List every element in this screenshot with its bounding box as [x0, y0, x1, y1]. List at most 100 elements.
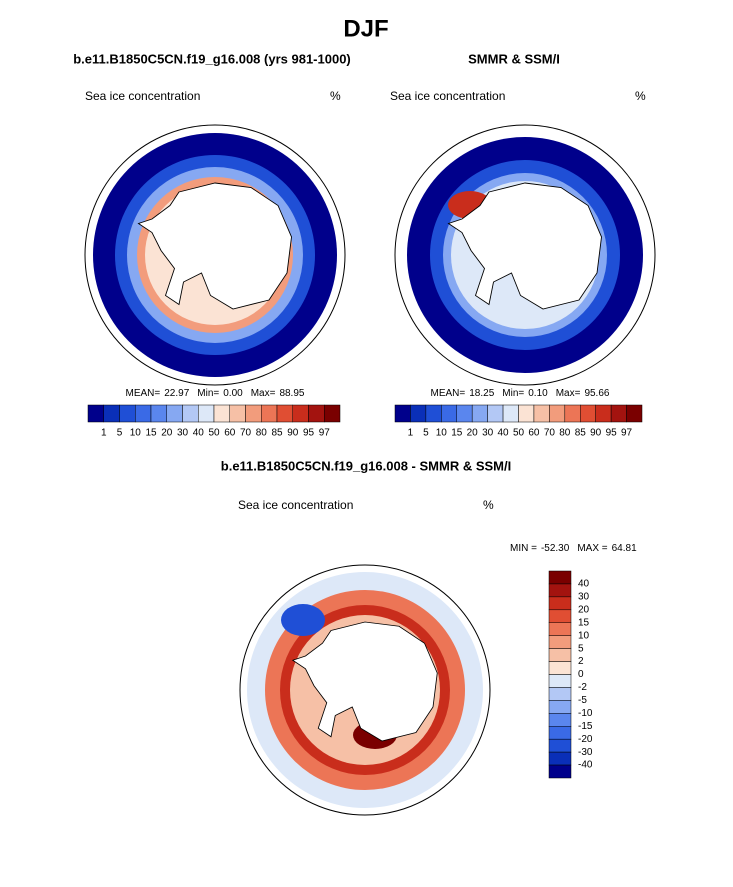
panel-title: SMMR & SSM/I — [468, 51, 560, 66]
colorbar-box — [324, 404, 341, 423]
colorbar-label: 95 — [606, 428, 618, 439]
colorbar-label: 85 — [575, 428, 587, 439]
colorbar-label: 10 — [130, 428, 142, 439]
stat-label: Min= — [502, 388, 524, 399]
colorbar-label: 5 — [117, 428, 123, 439]
figure-title: DJF — [343, 15, 388, 42]
map-difference — [239, 564, 491, 816]
colorbar-label: 97 — [621, 428, 633, 439]
colorbar-box — [425, 404, 442, 423]
colorbar-label: 30 — [578, 592, 590, 603]
colorbar-box — [548, 764, 572, 779]
colorbar-box — [292, 404, 309, 423]
colorbar-box — [229, 404, 246, 423]
colorbar-box — [456, 404, 473, 423]
colorbar-box — [548, 583, 572, 598]
colorbar-box — [610, 404, 627, 423]
colorbar-label: 50 — [513, 428, 525, 439]
colorbar-box — [410, 404, 427, 423]
colorbar-label: 0 — [578, 669, 584, 680]
colorbar-label: 97 — [319, 428, 331, 439]
stat-label: MEAN= — [126, 388, 161, 399]
colorbar-label: 2 — [578, 656, 584, 667]
colorbar-box — [548, 738, 572, 753]
colorbar-box — [548, 700, 572, 714]
map-obs — [394, 124, 656, 386]
colorbar-box — [471, 404, 488, 423]
colorbar-box — [182, 404, 199, 423]
colorbar-box — [548, 674, 572, 688]
colorbar-label: 40 — [498, 428, 510, 439]
colorbar-label: 30 — [177, 428, 189, 439]
colorbar-label: -2 — [578, 682, 587, 693]
colorbar-label: 1 — [101, 428, 107, 439]
panel-stats: MEAN= 22.97 Min= 0.00 Max= 88.95 — [126, 388, 305, 399]
colorbar-label: 60 — [528, 428, 540, 439]
colorbar-box — [564, 404, 581, 423]
stat-value: 22.97 — [164, 388, 189, 399]
colorbar-label: 5 — [578, 643, 584, 654]
colorbar-label: -20 — [578, 734, 593, 745]
colorbar-box — [166, 404, 183, 423]
field-label: Sea ice concentration — [85, 89, 200, 103]
field-label: Sea ice concentration — [238, 498, 353, 512]
colorbar-label: 20 — [161, 428, 173, 439]
stat-label: Max= — [251, 388, 276, 399]
stat-value: 0.00 — [223, 388, 243, 399]
colorbar: 1 5 10 15 20 30 40 50 60 70 80 85 90 95 97 — [394, 404, 643, 439]
stat-value: 0.10 — [528, 388, 548, 399]
panel-title: b.e11.B1850C5CN.f19_g16.008 (yrs 981-100… — [73, 51, 351, 66]
colorbar-box — [549, 404, 566, 423]
colorbar-box — [595, 404, 612, 423]
colorbar-label: 5 — [423, 428, 429, 439]
colorbar-box — [626, 404, 643, 423]
colorbar-label: 20 — [578, 604, 590, 615]
colorbar-box — [548, 726, 572, 740]
colorbar-box — [213, 404, 230, 423]
colorbar-box — [276, 404, 293, 423]
colorbar-box — [548, 570, 572, 585]
colorbar-label: 50 — [208, 428, 220, 439]
colorbar-box — [103, 404, 120, 423]
units: % — [330, 89, 341, 103]
colorbar-label: 30 — [482, 428, 494, 439]
colorbar: 1 5 10 15 20 30 40 50 60 70 80 85 90 95 97 — [87, 404, 341, 439]
panel-stats: MEAN= 18.25 Min= 0.10 Max= 95.66 — [431, 388, 610, 399]
colorbar-label: 15 — [145, 428, 157, 439]
colorbar-box — [533, 404, 550, 423]
colorbar-label: 60 — [224, 428, 236, 439]
map-model — [84, 124, 346, 386]
stat-label: Min= — [197, 388, 219, 399]
colorbar-box — [150, 404, 167, 423]
colorbar-box — [87, 404, 104, 423]
colorbar-box — [548, 713, 572, 727]
panel-stats: MIN = -52.30 MAX = 64.81 — [510, 543, 637, 554]
stat-label: MIN = — [510, 543, 537, 554]
colorbar-label: 95 — [303, 428, 315, 439]
colorbar-box — [548, 687, 572, 701]
colorbar-label: 70 — [240, 428, 252, 439]
colorbar-box — [198, 404, 215, 423]
colorbar-label: 15 — [578, 617, 590, 628]
colorbar-label: -10 — [578, 708, 593, 719]
colorbar-label: 40 — [578, 579, 590, 590]
colorbar-label: 1 — [408, 428, 414, 439]
stat-value: 18.25 — [469, 388, 494, 399]
colorbar-label: 70 — [544, 428, 556, 439]
panel-title: b.e11.B1850C5CN.f19_g16.008 - SMMR & SSM… — [221, 458, 511, 473]
colorbar-box — [548, 661, 572, 675]
colorbar-label: -15 — [578, 721, 593, 732]
colorbar-label: 10 — [436, 428, 448, 439]
stat-value: -52.30 — [541, 543, 570, 554]
colorbar-label: 90 — [590, 428, 602, 439]
colorbar-box — [245, 404, 262, 423]
colorbar-box — [502, 404, 519, 423]
colorbar-box — [548, 596, 572, 611]
colorbar-label: -40 — [578, 760, 593, 771]
colorbar-label: 80 — [559, 428, 571, 439]
colorbar-box — [548, 648, 572, 662]
stat-value: 88.95 — [279, 388, 304, 399]
stat-value: 95.66 — [584, 388, 609, 399]
